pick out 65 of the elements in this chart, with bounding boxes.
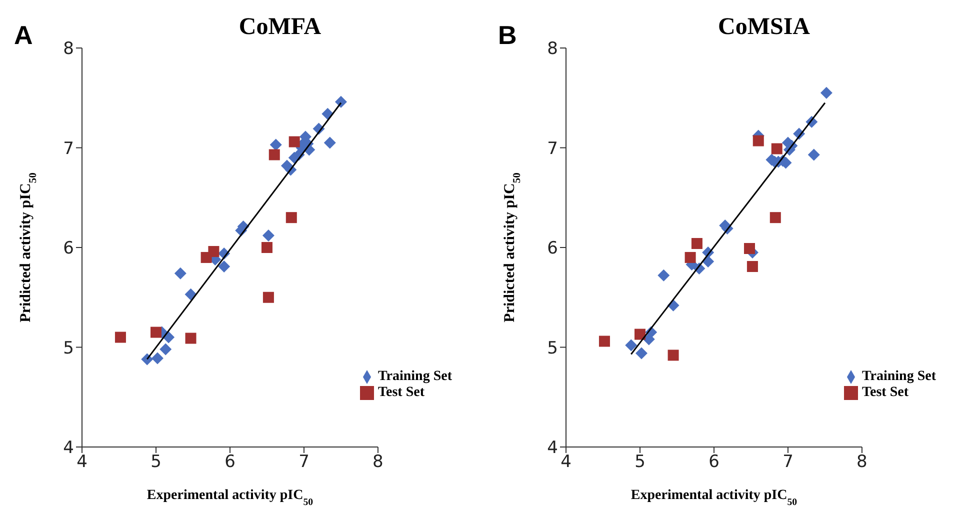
point [151, 352, 164, 364]
point [160, 343, 172, 356]
point [288, 136, 300, 148]
y-tick-label: 5 [547, 338, 558, 358]
x-tick-label: 8 [856, 452, 868, 472]
x-tick-label: 4 [76, 452, 88, 472]
point [184, 288, 197, 300]
y-tick-label: 5 [63, 338, 74, 358]
y-tick-label: 4 [63, 438, 74, 458]
point [174, 267, 186, 280]
point [752, 135, 764, 146]
chart-title: CoMFA [238, 14, 322, 40]
point [262, 230, 274, 242]
point [208, 246, 220, 257]
point [625, 339, 638, 352]
x-tick-label: 5 [150, 452, 162, 472]
legend-label: Test Set [378, 385, 425, 400]
y-tick-label: 7 [547, 138, 558, 159]
point [808, 148, 820, 161]
x-tick-label: 5 [634, 452, 646, 472]
y-tick-label: 4 [547, 438, 558, 458]
x-tick-label: 8 [372, 452, 384, 472]
point [746, 260, 758, 272]
point [668, 350, 679, 361]
point [286, 212, 297, 224]
legend-label: Training Set [378, 369, 452, 384]
text: A [14, 20, 33, 51]
point [262, 292, 274, 303]
point [218, 260, 230, 272]
point [598, 336, 610, 347]
legend-label: Test Set [862, 385, 909, 400]
point [684, 252, 696, 263]
legend-label: Training Set [862, 369, 936, 384]
point [114, 332, 126, 343]
x-tick-label: 6 [708, 452, 720, 472]
x-tick-label: 7 [782, 452, 794, 472]
point [261, 242, 272, 253]
point [334, 96, 347, 108]
text: B [498, 20, 517, 51]
point [691, 238, 702, 250]
point [770, 212, 781, 224]
y-tick-label: 7 [63, 138, 74, 159]
y-tick-label: 6 [547, 238, 558, 259]
point [185, 332, 196, 344]
point [150, 326, 162, 338]
point [635, 347, 648, 360]
x-tick-label: 4 [560, 452, 572, 472]
x-tick-label: 6 [224, 452, 236, 472]
point [324, 136, 336, 149]
y-tick-label: 8 [63, 39, 74, 60]
x-axis-title: Experimental activity pIC$_{50}$ [146, 488, 314, 508]
point [322, 108, 334, 120]
point [268, 149, 280, 160]
point [771, 143, 782, 154]
x-axis-title: Experimental activity pIC$_{50}$ [630, 488, 798, 508]
chart-title: CoMSIA [718, 14, 810, 40]
x-tick-label: 7 [298, 452, 310, 472]
point [141, 353, 154, 366]
y-tick-label: 8 [547, 39, 558, 60]
point [270, 138, 282, 151]
point [658, 269, 670, 282]
point [634, 328, 646, 340]
point [820, 86, 832, 99]
point [744, 242, 755, 254]
y-tick-label: 6 [63, 238, 74, 259]
